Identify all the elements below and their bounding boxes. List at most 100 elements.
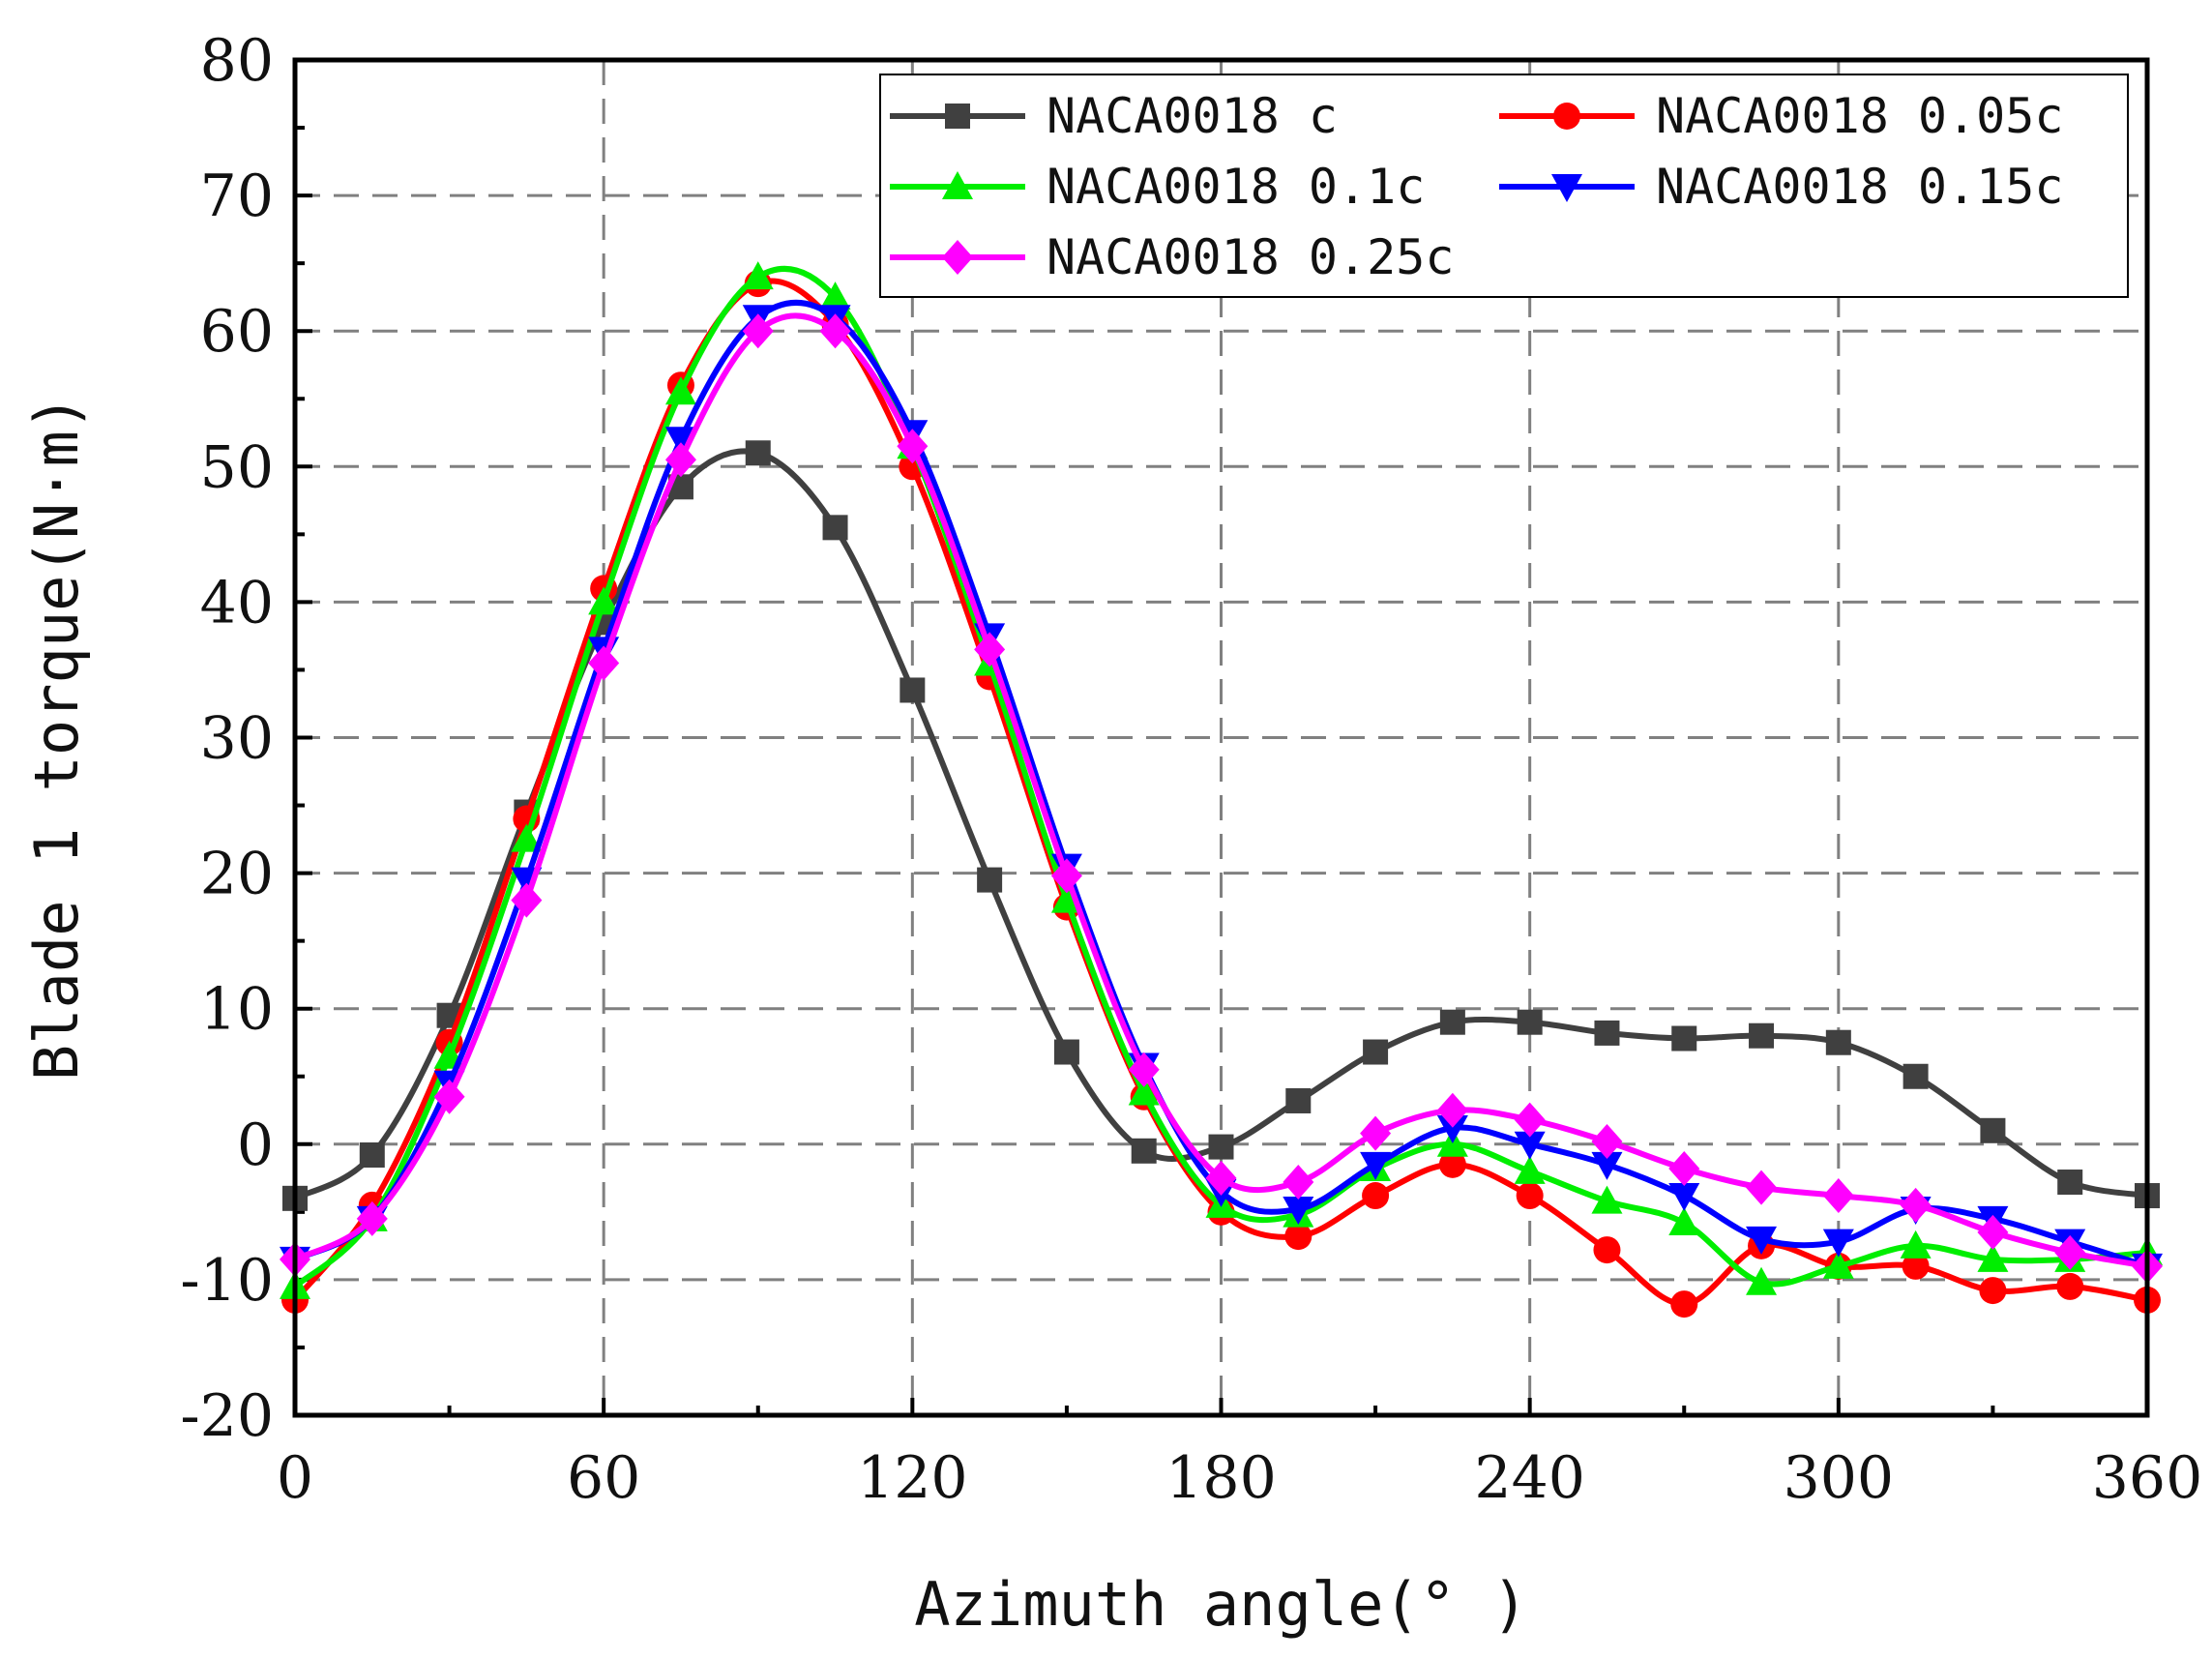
data-point [433,1079,465,1114]
data-point [664,442,696,478]
data-point [1822,1229,1854,1258]
data-point [511,823,543,852]
series-1 [281,270,2161,1318]
x-tick-label: 0 [277,1444,313,1512]
data-point [1670,1290,1698,1318]
data-point [1591,1123,1623,1159]
data-point [1514,1155,1546,1184]
data-point [1284,1223,1312,1251]
legend-label: NACA0018 0.05c [1656,88,2063,144]
x-tick-label: 300 [1784,1444,1895,1512]
data-point [977,867,1003,893]
data-point [1208,1134,1234,1160]
data-point [1360,1151,1392,1180]
tick-labels: 0 60 120 180 240 300 360 -20 -10 0 10 20 30 40 50 60 70 8… [180,27,2202,1512]
series-lines [280,261,2163,1318]
series-line [293,312,2148,1269]
legend-label: NACA0018 0.15c [1656,159,2063,215]
data-point [1594,1020,1620,1046]
data-point [1980,1117,2006,1143]
legend-label: NACA0018 c [1047,88,1338,144]
data-point [900,677,926,703]
legend-label: NACA0018 0.1c [1047,159,1425,215]
data-point [359,1142,385,1169]
data-point [588,586,620,615]
y-tick-label: 40 [200,569,274,637]
series-4 [280,312,2163,1284]
data-point [664,427,696,456]
data-point [588,645,620,681]
data-point [1438,1150,1466,1178]
data-point [1128,1077,1160,1106]
y-tick-label: 70 [200,163,274,230]
y-axis-title: Blade 1 torque(N·m) [21,395,92,1081]
data-point [819,313,851,349]
data-point [1668,1207,1700,1236]
y-tick-label: 10 [200,976,274,1044]
x-tick-label: 180 [1165,1444,1277,1512]
legend-swatch-marker [945,104,970,129]
data-point [822,515,848,541]
data-point [819,281,851,311]
data-point [1900,1229,1932,1259]
data-point [1131,1138,1157,1164]
data-point [1668,1183,1700,1212]
data-point [742,261,774,290]
data-point [745,440,771,466]
data-point [742,313,774,349]
legend-items: NACA0018 c NACA0018 0.05c NACA0018 0.1c NAC… [890,88,2063,285]
data-point [1363,1039,1389,1065]
data-point [1671,1025,1697,1052]
data-point [1593,1236,1621,1264]
legend-item: NACA0018 c [890,88,1338,144]
data-point [356,1200,388,1236]
data-point [1436,1114,1468,1143]
y-tick-label: 20 [200,841,274,908]
y-tick-label: 50 [200,433,274,501]
data-point [1516,1182,1544,1210]
data-point [1360,1115,1392,1151]
data-point [511,882,543,918]
data-point [1746,1170,1778,1205]
data-point [1514,1102,1546,1138]
data-point [2056,1272,2084,1300]
legend-label: NACA0018 0.25c [1047,229,1454,285]
data-point [1362,1182,1390,1210]
plot-frame [292,57,2150,1418]
series-0 [282,440,2160,1211]
data-point [1283,1165,1314,1200]
data-point [974,632,1006,667]
data-point [1591,1185,1623,1214]
data-point [1900,1187,1932,1223]
x-tick-label: 240 [1474,1444,1585,1512]
data-point [897,429,929,464]
x-tick-label: 360 [2092,1444,2203,1512]
data-point [664,376,696,405]
x-tick-label: 60 [567,1444,640,1512]
legend-swatch-marker [942,240,973,275]
data-point [1517,1009,1543,1035]
data-point [1285,1087,1312,1113]
x-tick-label: 120 [857,1444,968,1512]
data-point [1591,1151,1623,1180]
data-point [1902,1252,1930,1280]
data-point [1822,1178,1854,1214]
data-point [1128,1052,1160,1087]
x-axis-title: Azimuth angle(° ) [914,1569,1528,1640]
data-point [1746,1266,1778,1295]
legend-item: NACA0018 0.1c [890,159,1425,215]
data-point [1668,1151,1700,1187]
y-tick-label: 80 [200,27,274,95]
data-point [1050,884,1082,913]
legend-swatch-marker [1553,103,1580,130]
legend: NACA0018 c NACA0018 0.05c NACA0018 0.1c NAC… [879,74,2129,298]
data-point [1822,1250,1854,1279]
data-point [1977,1243,2009,1272]
legend-swatch-marker [1551,174,1582,202]
y-tick-label: 60 [200,298,274,366]
y-tick-label: 30 [200,705,274,773]
data-point [1825,1029,1851,1055]
data-point [1979,1277,2007,1305]
data-point [1050,858,1082,894]
